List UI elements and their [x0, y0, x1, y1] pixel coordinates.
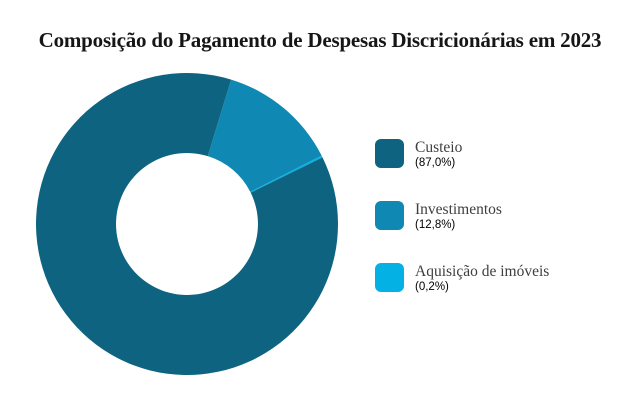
donut-slice-aquisicao-de-imoveis [250, 155, 323, 193]
legend-label-investimentos: Investimentos [415, 201, 502, 218]
legend-item-custeio: Custeio (87,0%) [375, 139, 549, 169]
donut-slice-investimentos [207, 79, 322, 192]
legend-percent-investimentos: (12,8%) [415, 219, 456, 231]
chart-title: Composição do Pagamento de Despesas Disc… [38, 28, 602, 52]
legend-percent-aquisicao-de-imoveis: (0,2%) [415, 281, 449, 293]
legend-text-aquisicao-de-imoveis: Aquisição de imóveis (0,2%) [415, 263, 549, 294]
legend-percent-custeio: (87,0%) [415, 157, 456, 169]
legend-swatch-custeio [375, 139, 404, 168]
legend-item-aquisicao-de-imoveis: Aquisição de imóveis (0,2%) [375, 263, 549, 293]
legend-label-custeio: Custeio [415, 139, 463, 156]
legend-swatch-aquisicao-de-imoveis [375, 263, 404, 292]
legend: Custeio (87,0%) Investimentos (12,8%) Aq… [375, 139, 549, 325]
legend-text-investimentos: Investimentos (12,8%) [415, 201, 502, 232]
legend-label-aquisicao-de-imoveis: Aquisição de imóveis [415, 263, 550, 280]
legend-item-investimentos: Investimentos (12,8%) [375, 201, 549, 231]
legend-text-custeio: Custeio (87,0%) [415, 139, 462, 170]
legend-swatch-investimentos [375, 201, 404, 230]
donut-slice-custeio [36, 73, 339, 376]
donut-chart [36, 73, 339, 376]
